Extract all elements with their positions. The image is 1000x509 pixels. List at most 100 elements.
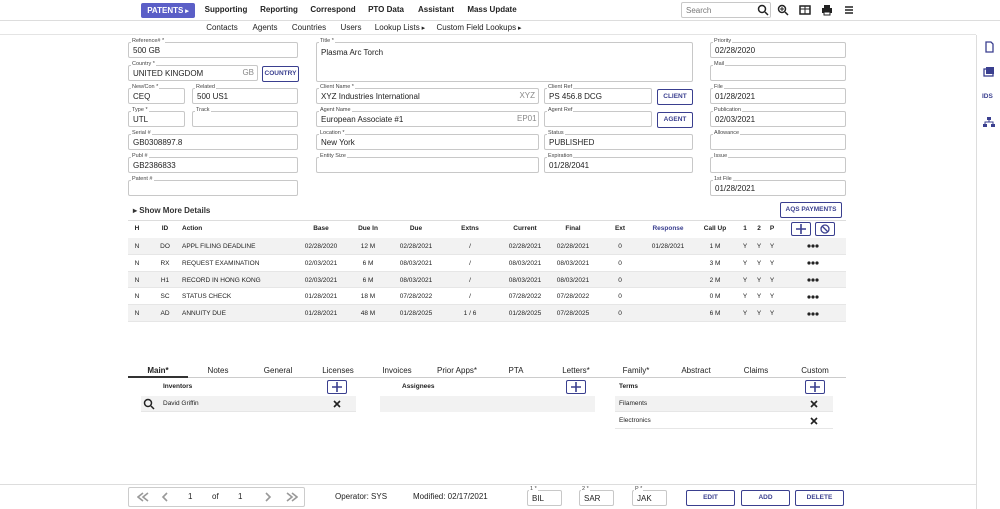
nav-item[interactable]: Supporting xyxy=(204,5,248,14)
tab[interactable]: PTA xyxy=(508,366,524,375)
zoom-icon[interactable] xyxy=(777,4,789,16)
search-icon[interactable] xyxy=(757,4,769,16)
nav-item[interactable]: Mass Update xyxy=(467,5,517,14)
row-menu[interactable] xyxy=(807,274,819,286)
tab[interactable]: Abstract xyxy=(681,366,711,375)
input-field[interactable] xyxy=(710,134,846,150)
input-field[interactable]: 02/03/2021 xyxy=(710,111,846,127)
menu-icon[interactable] xyxy=(843,4,855,16)
remove-icon[interactable] xyxy=(808,415,820,427)
input-field[interactable]: New York xyxy=(316,134,539,150)
subnav-divider xyxy=(0,34,976,35)
tree-icon[interactable] xyxy=(983,116,995,128)
input-field[interactable]: GB0308897.8 xyxy=(128,134,298,150)
input-field[interactable] xyxy=(710,157,846,173)
footer-field[interactable]: JAK xyxy=(632,490,667,506)
input-field[interactable]: 02/28/2020 xyxy=(710,42,846,58)
row-menu[interactable] xyxy=(807,308,819,320)
document-icon[interactable] xyxy=(983,41,995,53)
field-button[interactable]: COUNTRY xyxy=(262,66,299,82)
tab[interactable]: Family* xyxy=(622,366,650,375)
input-field[interactable]: GB2386833 xyxy=(128,157,298,173)
input-field[interactable]: 01/28/2021 xyxy=(710,180,846,196)
tab[interactable]: Notes xyxy=(207,366,229,375)
input-field[interactable]: 01/28/2041 xyxy=(544,157,693,173)
input-field[interactable] xyxy=(544,111,652,127)
subnav-item[interactable]: Lookup Lists xyxy=(355,23,445,32)
field-label: New/Con * xyxy=(131,84,160,90)
plus-icon[interactable] xyxy=(570,381,582,393)
tab[interactable]: Licenses xyxy=(322,366,354,375)
plus-icon[interactable] xyxy=(331,381,343,393)
input-field[interactable]: European Associate #1 xyxy=(316,111,539,127)
table-row xyxy=(128,288,846,306)
field-label: Title * xyxy=(319,38,335,44)
subnav-item[interactable]: Contacts xyxy=(206,23,238,32)
table-cell: / xyxy=(469,259,471,267)
field-button[interactable]: CLIENT xyxy=(657,89,693,105)
field-button[interactable]: AGENT xyxy=(657,112,693,128)
remove-icon[interactable] xyxy=(331,398,343,410)
first-page[interactable] xyxy=(137,491,149,503)
table-icon[interactable] xyxy=(799,4,811,16)
input-field[interactable]: UTL xyxy=(128,111,185,127)
row-menu[interactable] xyxy=(807,257,819,269)
tab[interactable]: General xyxy=(263,366,293,375)
field-label: Mail xyxy=(713,61,726,67)
input-field[interactable]: UNITED KINGDOM xyxy=(128,65,258,81)
input-field[interactable]: PUBLISHED xyxy=(544,134,693,150)
next-page[interactable] xyxy=(262,491,274,503)
prev-page[interactable] xyxy=(159,491,171,503)
subnav-item[interactable]: Custom Field Lookups xyxy=(434,23,524,32)
input-field[interactable]: 01/28/2021 xyxy=(710,88,846,104)
footer-field[interactable]: SAR xyxy=(579,490,614,506)
input-field[interactable]: 500 US1 xyxy=(192,88,298,104)
print-icon[interactable] xyxy=(821,4,833,16)
primary-tab[interactable]: PATENTS xyxy=(141,3,195,18)
tab[interactable]: Main* xyxy=(147,366,169,375)
show-more[interactable]: ▸ Show More Details xyxy=(133,206,211,215)
gallery-icon[interactable] xyxy=(983,66,995,78)
search-box[interactable]: Search xyxy=(681,2,771,18)
field-label: 1st File xyxy=(713,176,733,182)
nav-item[interactable]: Correspond xyxy=(310,5,356,14)
subnav-item[interactable]: Users xyxy=(340,23,362,32)
nav-item[interactable]: PTO Data xyxy=(368,5,404,14)
ids-link[interactable]: IDS xyxy=(982,93,993,100)
tab[interactable]: Letters* xyxy=(562,366,590,375)
row-menu[interactable] xyxy=(807,291,819,303)
footer-button[interactable]: ADD xyxy=(741,490,790,506)
footer-button[interactable]: EDIT xyxy=(686,490,735,506)
tab[interactable]: Custom xyxy=(801,366,829,375)
subnav-item[interactable]: Agents xyxy=(252,23,278,32)
input-field[interactable] xyxy=(128,180,298,196)
table-cell: 12 M xyxy=(360,243,376,250)
input-field[interactable] xyxy=(192,111,298,127)
footer-button[interactable]: DELETE xyxy=(795,490,844,506)
input-field[interactable] xyxy=(710,65,846,81)
input-field[interactable]: XYZ Industries International xyxy=(316,88,539,104)
plus-icon[interactable] xyxy=(809,381,821,393)
nav-item[interactable]: Assistant xyxy=(417,5,454,14)
table-cell: 08/03/2021 xyxy=(399,276,433,284)
input-field[interactable]: 500 GB xyxy=(128,42,298,58)
input-field[interactable]: CEQ xyxy=(128,88,185,104)
cancel-icon[interactable] xyxy=(819,223,831,235)
plus-icon[interactable] xyxy=(795,223,807,235)
tab[interactable]: Prior Apps* xyxy=(436,366,478,375)
input-field[interactable]: Plasma Arc Torch xyxy=(316,42,693,82)
input-field[interactable]: PS 456.8 DCG xyxy=(544,88,652,104)
remove-icon[interactable] xyxy=(808,398,820,410)
search-icon[interactable] xyxy=(143,398,155,410)
input-field[interactable] xyxy=(316,157,539,173)
table-cell: ANNUITY DUE xyxy=(182,310,226,318)
subnav-item[interactable]: Countries xyxy=(291,23,327,32)
row-menu[interactable] xyxy=(807,240,819,252)
nav-item[interactable]: Reporting xyxy=(260,5,298,14)
tab[interactable]: Claims xyxy=(743,366,769,375)
footer-field[interactable]: BIL xyxy=(527,490,562,506)
aqs-button[interactable]: AQS PAYMENTS xyxy=(780,202,842,218)
table-cell: Y xyxy=(742,259,748,267)
last-page[interactable] xyxy=(286,491,298,503)
tab[interactable]: Invoices xyxy=(382,366,412,375)
